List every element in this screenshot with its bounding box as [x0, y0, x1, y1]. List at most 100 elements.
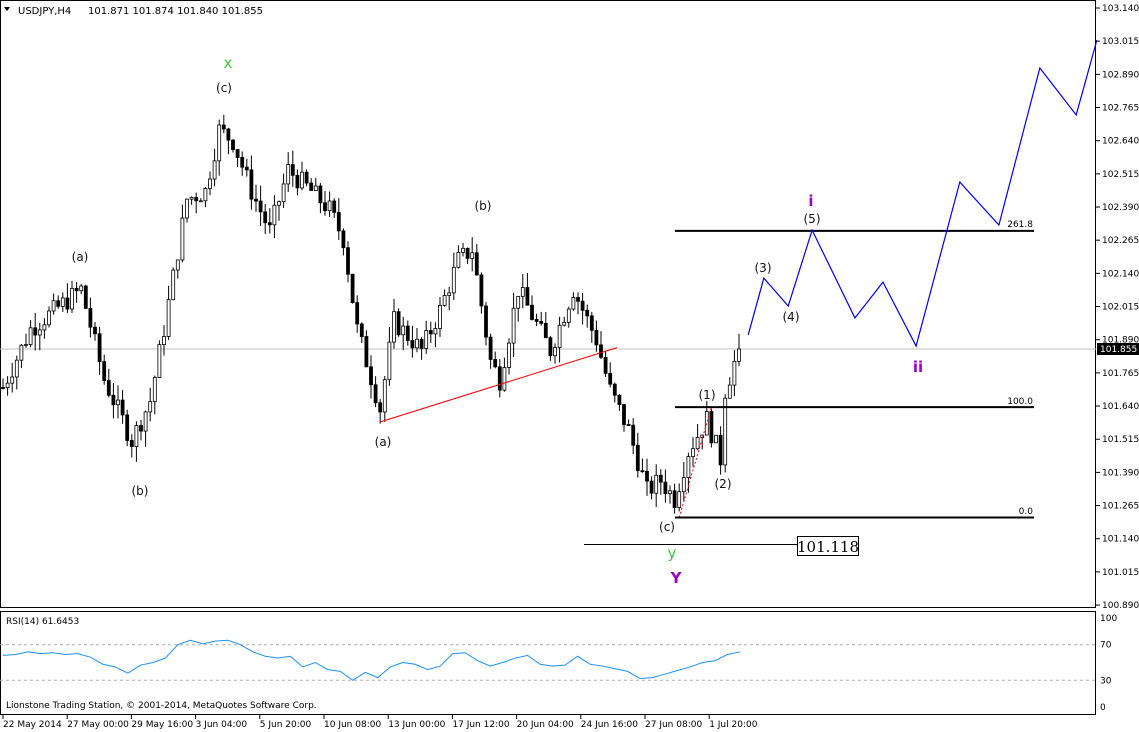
wave-label-ii: ii: [913, 358, 923, 376]
rsi-tick-label: 100: [1100, 614, 1117, 624]
candle-bull: [681, 477, 686, 493]
price-tick-label: 102.390: [1102, 203, 1139, 213]
candle-bull: [714, 434, 718, 444]
candle-bull: [189, 196, 194, 200]
candle-bull: [438, 304, 442, 329]
candle-bear: [594, 329, 599, 346]
wave-label-i: i: [808, 192, 813, 210]
wave-label-b: (b): [475, 199, 492, 213]
candle-bull: [24, 344, 28, 346]
candle-bull: [700, 434, 705, 438]
fib-base-line: [678, 406, 712, 518]
candle-bull: [723, 397, 728, 466]
axes: 103.140 103.015 102.890 102.765 102.640 102.5…: [2, 4, 1139, 730]
wave-projection-path: [747, 39, 1098, 348]
candle-bear: [120, 399, 125, 416]
candle-bull: [695, 437, 700, 450]
rsi-tick-label: 70: [1100, 641, 1112, 651]
candle-bear: [318, 185, 323, 204]
candle-bear: [235, 149, 240, 158]
rsi-chart: [0, 639, 1096, 681]
candle-bear: [304, 171, 309, 184]
red-trendline: [380, 347, 618, 423]
candle-bull: [447, 292, 452, 296]
candle-bear: [125, 414, 130, 441]
candle-bear: [56, 300, 61, 307]
time-tick-label: 27 May 00:00: [67, 720, 129, 730]
candle-bear: [221, 124, 226, 130]
candle-bull: [5, 382, 10, 389]
support-price-label: 101.118: [797, 538, 859, 556]
candle-bear: [525, 287, 530, 306]
candle-bear: [378, 402, 383, 413]
time-tick-label: 29 May 16:00: [131, 720, 193, 730]
price-tick-label: 102.265: [1102, 236, 1139, 246]
time-tick-label: 5 Jun 20:00: [260, 720, 312, 730]
price-tick-label: 100.890: [1102, 601, 1139, 611]
candle-bear: [1, 387, 5, 389]
candle-bull: [691, 448, 695, 457]
candle-bull: [424, 330, 429, 349]
wave-label-c: (c): [659, 520, 675, 534]
price-tick-label: 102.140: [1102, 269, 1139, 279]
candle-bear: [290, 164, 295, 176]
candle-bear: [106, 380, 111, 396]
candle-bull: [19, 344, 24, 361]
wave-label-x: x: [224, 54, 233, 72]
time-tick-label: 27 Jun 08:00: [645, 720, 702, 730]
time-tick-label: 24 Jun 16:00: [581, 720, 638, 730]
candle-bull: [451, 266, 456, 294]
time-tick-label: 13 Jun 00:00: [388, 720, 445, 730]
candle-bear: [369, 366, 373, 386]
candle-bull: [277, 201, 281, 206]
candle-bull: [208, 178, 212, 189]
candle-bull: [42, 324, 47, 331]
collapse-triangle-icon[interactable]: [4, 7, 10, 11]
candle-bear: [323, 202, 327, 212]
candle-bear: [617, 394, 622, 405]
candle-bull: [152, 377, 157, 403]
candle-bear: [74, 287, 79, 292]
candle-bull: [557, 324, 562, 348]
fib-label-261: 261.8: [1007, 220, 1033, 230]
wave-label-y: y: [668, 544, 677, 562]
candle-bull: [162, 336, 166, 345]
candle-bear: [580, 300, 585, 311]
candle-bull: [520, 287, 525, 297]
candle-bull: [668, 490, 672, 494]
candle-bear: [83, 285, 88, 309]
candle-bull: [281, 183, 286, 203]
candle-bull: [272, 204, 277, 226]
candle-bear: [244, 166, 249, 171]
candle-bull: [401, 325, 406, 336]
price-tick-label: 101.890: [1102, 336, 1139, 346]
price-tick-label: 103.015: [1102, 37, 1139, 47]
candle-bear: [599, 344, 603, 358]
wave-label-3: (3): [755, 261, 772, 275]
candle-bear: [672, 490, 677, 508]
candle-bull: [70, 287, 74, 310]
symbol-label: USDJPY,H4: [18, 6, 71, 17]
candle-bull: [313, 185, 318, 191]
candle-bear: [548, 337, 553, 357]
price-tick-label: 101.140: [1102, 535, 1139, 545]
candle-bull: [79, 285, 84, 292]
candle-bull: [415, 338, 419, 349]
candle-bear: [33, 327, 38, 336]
wave-label-b: (b): [132, 484, 149, 498]
candle-bear: [534, 319, 539, 322]
wave-label-5: (5): [804, 212, 821, 226]
candle-bull: [507, 342, 511, 368]
candle-bear: [194, 196, 199, 202]
candle-bear: [543, 322, 548, 339]
candle-bear: [346, 247, 350, 275]
price-chart: [0, 39, 1098, 546]
candle-bull: [516, 295, 521, 309]
candle-bull: [185, 198, 189, 219]
candle-bear: [474, 252, 479, 276]
rsi-title: RSI(14) 61.6453: [6, 617, 79, 627]
candle-bull: [382, 379, 387, 413]
candle-bull: [212, 160, 217, 180]
